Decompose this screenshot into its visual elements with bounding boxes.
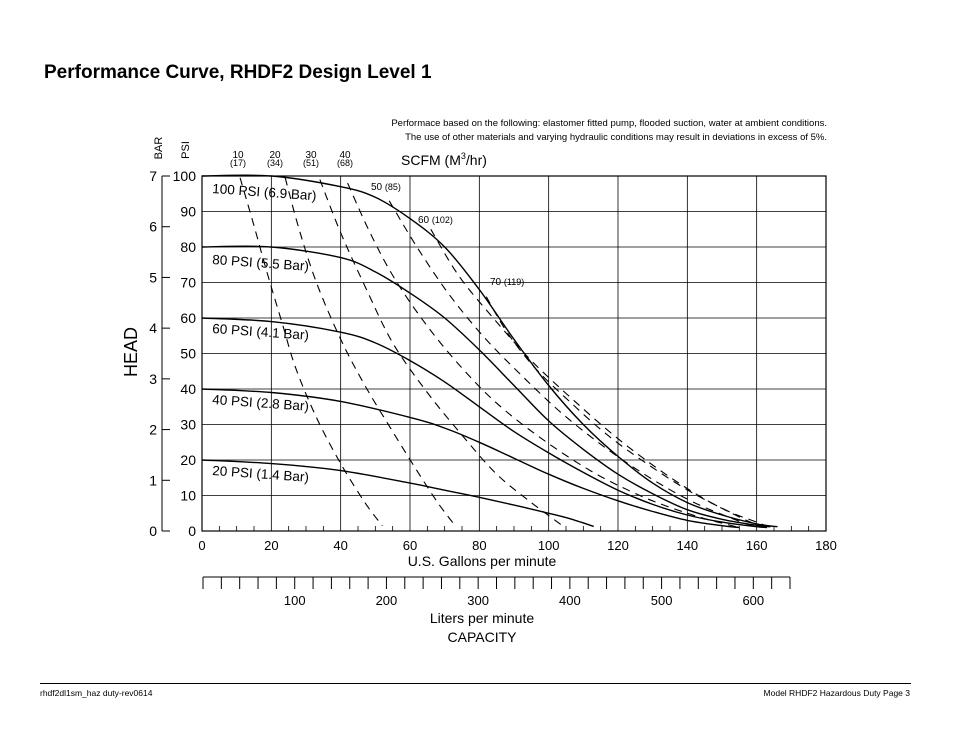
y-psi-tick-label: 70 — [180, 275, 196, 291]
scfm-label-sub: (17) — [230, 158, 246, 168]
scfm-label-sub: (51) — [303, 158, 319, 168]
y-bar-tick-label: 2 — [149, 422, 157, 438]
scfm-label-value: 60 — [418, 215, 432, 226]
page-title: Performance Curve, RHDF2 Design Level 1 — [44, 62, 432, 83]
pressure-curve-label: 20 PSI (1.4 Bar) — [212, 463, 310, 485]
scfm-curve — [239, 177, 383, 527]
scfm-label-sub: (68) — [337, 158, 353, 168]
bar-unit-label: BAR — [153, 137, 165, 160]
liters-tick-label: 100 — [284, 593, 306, 608]
chart-axes — [161, 175, 810, 589]
x-tick-label: 160 — [746, 538, 768, 553]
scfm-curve — [284, 177, 456, 527]
liters-tick-label: 500 — [651, 593, 673, 608]
x-tick-label: 80 — [472, 538, 486, 553]
y-bar-tick-label: 7 — [149, 168, 157, 184]
x-tick-label: 120 — [607, 538, 629, 553]
scfm-curves — [239, 177, 771, 529]
footer-rule — [40, 683, 911, 684]
capacity-label: CAPACITY — [448, 629, 518, 645]
pressure-curve — [201, 245, 771, 528]
x-tick-label: 40 — [333, 538, 347, 553]
y-psi-tick-label: 80 — [180, 239, 196, 255]
liters-tick-label: 600 — [742, 593, 764, 608]
scfm-heading-end: /hr) — [466, 152, 487, 168]
scfm-heading: SCFM (M3/hr) — [401, 151, 487, 168]
y-psi-tick-label: 100 — [173, 168, 197, 184]
performance-note: Performace based on the following: elast… — [391, 117, 827, 145]
scfm-label-sub: (85) — [385, 182, 401, 192]
y-bar-tick-label: 1 — [149, 472, 157, 488]
scfm-label-value: 30 — [305, 150, 317, 161]
pressure-curve-label: 100 PSI (6.9 Bar) — [212, 181, 317, 203]
y-bar-tick-label: 5 — [149, 269, 157, 285]
liters-axis-title: Liters per minute — [430, 610, 534, 626]
y-bar-tick-label: 6 — [149, 219, 157, 235]
y-bar-tick-label: 4 — [149, 320, 157, 336]
scfm-label-inline: 70 (119) — [490, 277, 524, 288]
scfm-label-inline: 50 (85) — [371, 182, 401, 193]
y-bar-tick-label: 0 — [149, 523, 157, 539]
scfm-heading-sup: 3 — [461, 151, 466, 161]
x-tick-label: 60 — [403, 538, 417, 553]
pressure-curve — [201, 388, 740, 529]
y-psi-tick-label: 40 — [180, 381, 196, 397]
x-axis-title: U.S. Gallons per minute — [408, 553, 557, 569]
scfm-curve — [319, 179, 563, 527]
liters-tick-label: 300 — [467, 593, 489, 608]
psi-unit-label: PSI — [180, 141, 192, 159]
y-psi-tick-label: 50 — [180, 346, 196, 362]
chart-labels: 0 20 40 60 80 100 120 140 160 1800102030405060708… — [121, 137, 837, 645]
x-tick-label: 140 — [676, 538, 698, 553]
scfm-curve — [430, 229, 764, 529]
y-psi-tick-label: 30 — [180, 417, 196, 433]
scfm-label-sub: (102) — [432, 215, 453, 225]
pressure-curve-label: 40 PSI (2.8 Bar) — [212, 392, 310, 414]
scfm-label-value: 70 — [490, 277, 504, 288]
scfm-label-inline: 60 (102) — [418, 215, 453, 226]
pressure-curve — [201, 459, 594, 528]
x-tick-label: 20 — [264, 538, 278, 553]
footer-doc-id: rhdf2dl1sm_haz duty-rev0614 — [40, 688, 153, 698]
scfm-label-value: 20 — [269, 150, 281, 161]
y-psi-tick-label: 20 — [180, 452, 196, 468]
y-axis-title: HEAD — [121, 327, 141, 377]
scfm-curve — [347, 182, 740, 529]
note-line-1: Performace based on the following: elast… — [391, 118, 827, 129]
scfm-label-sub: (34) — [267, 158, 283, 168]
scfm-curve — [485, 296, 771, 529]
liters-tick-label: 400 — [559, 593, 581, 608]
scfm-label-value: 10 — [232, 150, 244, 161]
pressure-curve-label: 60 PSI (4.1 Bar) — [212, 321, 310, 343]
scfm-label-value: 50 — [371, 182, 385, 193]
footer-page-label: Model RHDF2 Hazardous Duty Page 3 — [763, 688, 910, 698]
scfm-curve — [388, 200, 757, 529]
y-psi-tick-label: 10 — [180, 488, 196, 504]
y-psi-tick-label: 0 — [188, 523, 196, 539]
scfm-label-value: 40 — [339, 150, 351, 161]
pressure-curve-label: 80 PSI (5.5 Bar) — [212, 252, 310, 274]
x-tick-label: 180 — [815, 538, 837, 553]
pressure-curve — [201, 174, 778, 528]
chart-grid — [201, 175, 827, 532]
y-psi-tick-label: 90 — [180, 204, 196, 220]
liters-tick-label: 200 — [376, 593, 398, 608]
x-tick-label: 0 — [198, 538, 205, 553]
y-psi-tick-label: 60 — [180, 310, 196, 326]
y-bar-tick-label: 3 — [149, 371, 157, 387]
x-tick-label: 100 — [538, 538, 560, 553]
scfm-label-sub: (119) — [504, 277, 524, 287]
scfm-heading-text: SCFM (M — [401, 152, 461, 168]
note-line-2: The use of other materials and varying h… — [405, 132, 827, 143]
